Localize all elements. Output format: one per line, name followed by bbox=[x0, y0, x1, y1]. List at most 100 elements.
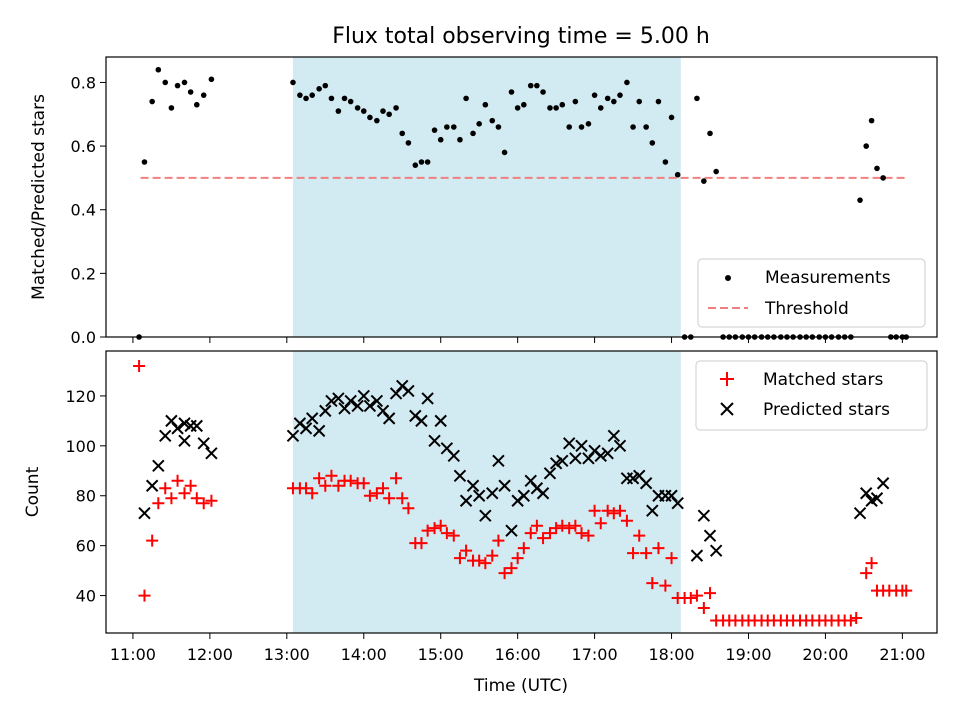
predicted-point bbox=[152, 459, 165, 473]
matched-point bbox=[363, 489, 376, 502]
shaded-region bbox=[292, 351, 681, 633]
predicted-point bbox=[876, 477, 890, 490]
matched-point bbox=[415, 537, 428, 550]
matched-point bbox=[594, 517, 607, 530]
measurement-point bbox=[489, 117, 496, 124]
predicted-point bbox=[447, 449, 460, 463]
matched-point bbox=[850, 612, 863, 625]
measurement-point bbox=[297, 92, 303, 98]
predicted-point bbox=[466, 479, 480, 492]
count-points bbox=[133, 359, 913, 627]
predicted-point bbox=[569, 452, 582, 465]
matched-point bbox=[646, 577, 659, 590]
measurement-point bbox=[341, 95, 348, 102]
chart-title: Flux total observing time = 5.00 h bbox=[332, 24, 710, 49]
measurement-point bbox=[501, 149, 508, 156]
predicted-point bbox=[870, 492, 884, 505]
predicted-point bbox=[453, 469, 467, 482]
measurement-point bbox=[707, 130, 713, 137]
matched-point bbox=[627, 547, 640, 560]
matched-point bbox=[613, 504, 626, 517]
predicted-point bbox=[594, 449, 607, 463]
count-y-axis-label: Count bbox=[23, 466, 43, 517]
predicted-legend-marker bbox=[720, 402, 734, 416]
matched-point bbox=[704, 587, 717, 600]
predicted-point bbox=[556, 454, 569, 468]
matched-point bbox=[697, 602, 710, 615]
matched-point bbox=[860, 567, 873, 580]
matched-point bbox=[428, 522, 441, 535]
matched-point bbox=[306, 487, 319, 500]
measurement-point bbox=[322, 82, 329, 89]
observing-window-shade bbox=[292, 351, 681, 633]
matched-point bbox=[640, 547, 653, 560]
predicted-point bbox=[325, 394, 338, 408]
predicted-point bbox=[536, 487, 550, 500]
matched-point bbox=[146, 534, 159, 547]
matched-point bbox=[659, 579, 672, 592]
measurement-point bbox=[187, 89, 194, 95]
measurement-point bbox=[636, 98, 643, 105]
measurement-point bbox=[412, 162, 419, 168]
predicted-point bbox=[306, 412, 319, 425]
predicted-point bbox=[601, 447, 614, 460]
matched-point bbox=[178, 487, 191, 500]
matched-point bbox=[537, 532, 550, 545]
matched-point bbox=[569, 519, 582, 532]
matched-point bbox=[190, 492, 203, 505]
x-tick-label: 14:00 bbox=[341, 645, 387, 664]
ratio-y-tick-label: 0.8 bbox=[71, 73, 96, 92]
matched-point bbox=[357, 477, 370, 490]
measurement-point bbox=[431, 127, 438, 133]
measurement-point bbox=[874, 165, 880, 172]
ratio-y-axis-label: Matched/Predicted stars bbox=[29, 94, 49, 300]
measurement-point bbox=[578, 124, 585, 130]
measurement-point bbox=[617, 92, 623, 98]
measurement-point bbox=[527, 82, 534, 89]
measurement-point bbox=[470, 130, 476, 137]
predicted-point bbox=[479, 509, 492, 522]
matched-point bbox=[479, 557, 492, 570]
predicted-point bbox=[492, 454, 505, 468]
matched-point bbox=[383, 492, 396, 505]
measurement-point bbox=[290, 79, 296, 86]
measurement-point bbox=[857, 197, 863, 203]
matched-point bbox=[300, 482, 313, 495]
predicted-point bbox=[421, 392, 434, 405]
measurement-point bbox=[495, 124, 502, 130]
count-x-ticks: 11:00 12:00 13:00 14:00 15:00 16:00 17:00 18:00… bbox=[110, 633, 925, 664]
predicted-point bbox=[138, 507, 151, 520]
matched-point bbox=[447, 529, 460, 542]
matched-point bbox=[486, 549, 499, 562]
matched-point bbox=[440, 527, 453, 540]
predicted-point bbox=[543, 467, 557, 480]
ratio-y-tick-label: 0.4 bbox=[71, 201, 96, 220]
measurement-point bbox=[880, 175, 886, 181]
predicted-point bbox=[472, 489, 486, 502]
x-tick-label: 12:00 bbox=[187, 645, 233, 664]
measurement-point bbox=[534, 82, 540, 89]
predicted-point bbox=[703, 529, 717, 542]
predicted-point bbox=[363, 399, 377, 413]
predicted-point bbox=[332, 392, 345, 405]
matched-point bbox=[498, 567, 511, 580]
matched-point bbox=[370, 487, 383, 500]
measurement-point bbox=[399, 130, 406, 137]
count-y-tick-label: 60 bbox=[76, 537, 96, 556]
predicted-point bbox=[697, 509, 711, 522]
x-tick-label: 16:00 bbox=[495, 645, 541, 664]
predicted-point bbox=[646, 504, 659, 517]
ratio-panel: 0.00.20.40.60.8 Matched/Predicted stars … bbox=[29, 56, 938, 347]
predicted-point bbox=[607, 429, 621, 443]
measurement-point bbox=[591, 92, 598, 98]
matched-point bbox=[900, 584, 913, 597]
measurement-point bbox=[155, 66, 162, 73]
ratio-legend: Measurements Threshold bbox=[697, 258, 926, 328]
measurement-point bbox=[508, 89, 515, 95]
measurement-point bbox=[572, 98, 579, 105]
measurement-point bbox=[457, 136, 463, 143]
matched-point bbox=[165, 492, 178, 505]
legend-measurements-label: Measurements bbox=[765, 268, 891, 288]
x-tick-label: 20:00 bbox=[802, 645, 848, 664]
